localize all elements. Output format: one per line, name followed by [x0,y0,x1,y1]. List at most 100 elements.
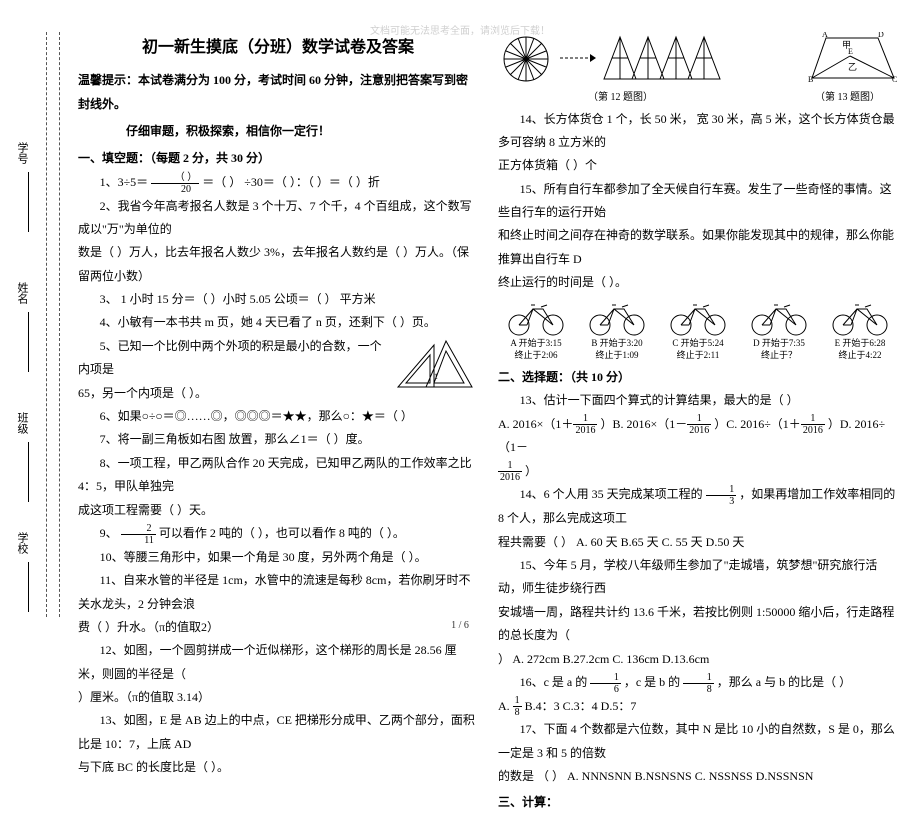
margin-underline [28,312,29,372]
margin-label-school: 学校 [14,532,30,554]
frac-num: 1 [498,460,522,472]
q16-rest-opts: B.4：3 C.3：4 D.5：7 [525,699,637,713]
bike-end: 终止于1:09 [579,349,655,362]
svg-text:乙: 乙 [848,62,857,72]
bike-start: 开始于3:20 [600,338,643,348]
bike-row: A 开始于3:15 终止于2:06 B 开始于3:20 终止于1:09 C 开始… [498,299,898,362]
frac-den: 2016 [498,472,522,483]
frac-num: 1 [573,413,597,425]
tips-line-1: 温馨提示：本试卷满分为 100 分，考试时间 60 分钟，注意别把答案写到密封线… [78,69,478,116]
bike-label: D [753,338,760,348]
q14b: 正方体货箱（ ）个 [498,154,898,177]
figure-captions: （第 12 题图） （第 13 题图） [498,88,898,108]
fig12-caption: （第 12 题图） [588,88,653,108]
margin-underline [28,562,29,612]
svg-text:D: D [878,32,884,39]
svg-text:A: A [822,32,828,39]
q12b: ）厘米。（π的值取 3.14） [78,686,478,709]
q16-select: 16、c 是 a 的 16 ，c 是 b 的 18 ，那么 a 与 b 的比是（… [498,671,898,695]
bike-a: A 开始于3:15 终止于2:06 [498,299,574,362]
frac-den: 8 [683,684,714,695]
frac-num: 1 [513,695,522,707]
section-2-title: 二、选择题：（共 10 分） [498,366,898,389]
bike-end: 终止于4:22 [822,349,898,362]
frac-2016: 12016 [801,413,825,436]
bicycle-icon [829,299,891,337]
watermark: 文档可能无法思考全面，请浏览后下载！ [370,22,550,37]
svg-text:1: 1 [434,372,438,381]
q13-select: 13、估计一下面四个算式的计算结果，最大的是（ ） [498,389,898,412]
bike-c: C 开始于5:24 终止于2:11 [660,299,736,362]
q2: 2、我省今年高考报名人数是 3 个十万、7 个千，4 个百组成，这个数写成以"万… [78,195,478,242]
q12: 12、如图，一个圆剪拼成一个近似梯形，这个梯形的周长是 28.56 厘米，则圆的… [78,639,478,686]
margin-label-name: 姓名 [14,282,30,304]
q15r-c: ） A. 272cm B.27.2cm C. 136cm D.13.6cm [498,648,898,671]
frac-den: 6 [590,684,621,695]
frac-den: 2016 [687,425,711,436]
frac-den: 11 [121,535,156,546]
triangle-ruler-figure: 1 [396,337,474,399]
bike-label: E [835,338,841,348]
right-column: AD BC E 甲乙 （第 12 题图） （第 13 题图） 14、长方体货仓 … [488,32,908,617]
bike-e: E 开始于6:28 终止于4:22 [822,299,898,362]
opt-a: A. 2016×（1＋ [498,417,573,431]
binding-line [46,32,47,617]
q16c: ，那么 a 与 b 的比是（ ） [717,675,851,689]
q11: 11、自来水管的半径是 1cm，水管中的流速是每秒 8cm，若你刷牙时不关水龙头… [78,569,478,616]
q14r-a: 14、6 个人用 35 天完成某项工程的 [520,487,703,501]
margin-underline [28,172,29,232]
q16-f1: 16 [590,672,621,695]
q1-fraction: （ ）20 [151,172,199,195]
q15-select: 15、今年 5 月，学校八年级师生参加了"走城墙，筑梦想"研究旅行活动，师生徒步… [498,554,898,601]
bike-b: B 开始于3:20 终止于1:09 [579,299,655,362]
q6: 6、如果○÷○＝◎……◎，◎◎◎＝★★，那么○：★＝（ ） [78,405,478,428]
bicycle-icon [667,299,729,337]
q16b: ，c 是 b 的 [624,675,680,689]
q8: 8、一项工程，甲乙两队合作 20 天完成，已知甲乙两队的工作效率之比 4：5，甲… [78,452,478,499]
svg-text:B: B [808,75,813,84]
triangle-ruler-icon: 1 [396,337,474,391]
frac-num: 1 [687,413,711,425]
q14-select: 14、6 个人用 35 天完成某项工程的 13 ，如果再增加工作效率相同的 8 … [498,483,898,530]
q9b: 可以看作 2 吨的（ ），也可以看作 8 吨的（ ）。 [159,526,405,540]
q9: 9、 211 可以看作 2 吨的（ ），也可以看作 8 吨的（ ）。 [78,522,478,546]
q15c: 终止运行的时间是（ ）。 [498,271,898,294]
triangles-row-icon [602,33,722,83]
q8b: 成这项工程需要（ ）天。 [78,499,478,522]
q13-opts: A. 2016×（1＋12016 ）B. 2016×（1－12016 ）C. 2… [498,413,898,460]
svg-text:甲: 甲 [842,40,851,50]
trapezoid-figure-icon: AD BC E 甲乙 [808,32,898,84]
frac-num: 1 [706,484,737,496]
q1-text: 1、3÷5＝ [100,175,149,189]
bike-start: 开始于5:24 [681,338,724,348]
bike-end: 终止于2:11 [660,349,736,362]
bicycle-icon [505,299,567,337]
section-3-title: 三、计算： [498,791,898,814]
frac-den: 2016 [801,425,825,436]
q11b: 费（ ）升水。（π的值取2） [78,616,478,639]
tips-line-2: 仔细审题，积极探索，相信你一定行！ [78,120,478,143]
opt-b: ）B. 2016×（1－ [600,417,687,431]
frac-num: 2 [121,523,156,535]
q16-optA-label: A. [498,699,510,713]
q14r-c: 程共需要（ ） A. 60 天 B.65 天 C. 55 天 D.50 天 [498,531,898,554]
q1: 1、3÷5＝ （ ）20 ＝（ ） ÷30＝（ ）：（ ）＝（ ）折 [78,171,478,195]
bicycle-icon [586,299,648,337]
page-number: 1 / 6 [451,620,469,631]
left-column: 初一新生摸底（分班）数学试卷及答案 温馨提示：本试卷满分为 100 分，考试时间… [68,32,488,617]
q15: 15、所有自行车都参加了全天候自行车赛。发生了一些奇怪的事情。这些自行车的运行开… [498,178,898,225]
q2c: 留两位小数） [78,265,478,288]
frac-num: 1 [801,413,825,425]
q14: 14、长方体货仓 1 个，长 50 米， 宽 30 米，高 5 米，这个长方体货… [498,108,898,155]
margin-label-id: 学号 [14,142,30,164]
margin-underline [28,442,29,502]
q16-f2: 18 [683,672,714,695]
bike-end: 终止于2:06 [498,349,574,362]
q15r-b: 安城墙一周，路程共计约 13.6 千米，若按比例则 1:50000 缩小后，行走… [498,601,898,648]
frac-num: 1 [590,672,621,684]
frac-den: 20 [151,184,199,195]
arrow-icon [558,48,598,68]
bike-start: 开始于3:15 [519,338,562,348]
q16-opts: A. 18 B.4：3 C.3：4 D.5：7 [498,695,898,719]
q16-optA-frac: 18 [513,695,522,718]
